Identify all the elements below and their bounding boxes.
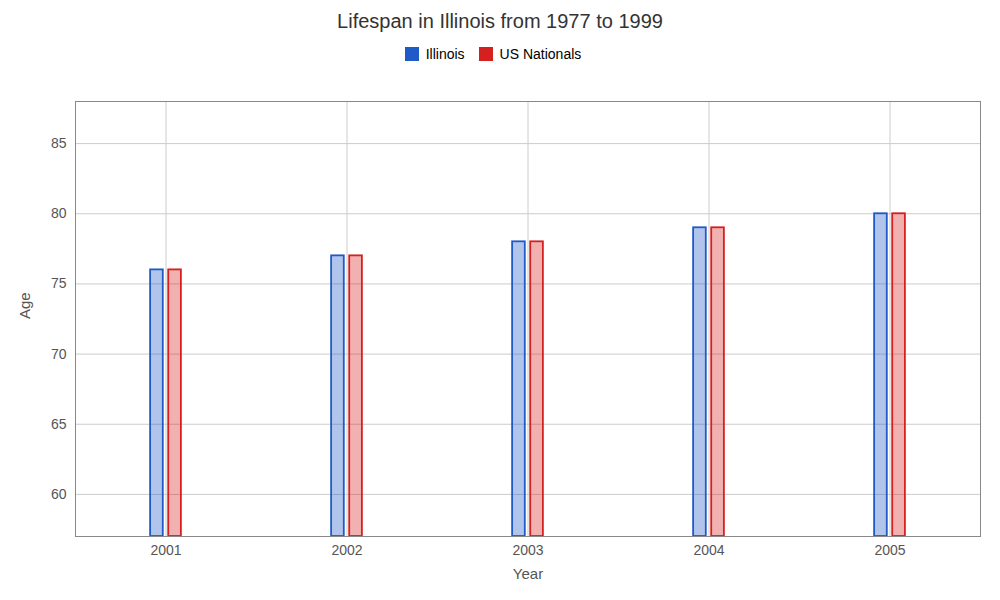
html-text:Lifespan in Illinois from 1977: Lifespan in Illinois from 1977 to 1999 (337, 10, 663, 32)
svg-text:2003: 2003 (512, 542, 543, 558)
svg-text:Year: Year (513, 565, 543, 582)
svg-text:85: 85 (51, 135, 67, 151)
html-text:US Nationals: US Nationals (499, 45, 582, 62)
svg-text:60: 60 (51, 486, 67, 502)
svg-text:70: 70 (51, 346, 67, 362)
svg-text:75: 75 (51, 275, 67, 291)
html-text:Illinois: Illinois (425, 45, 465, 62)
svg-text:65: 65 (51, 416, 67, 432)
svg-text:2002: 2002 (331, 542, 362, 558)
svg-text:2001: 2001 (150, 542, 181, 558)
svg-text:Age: Age (16, 292, 33, 319)
svg-text:80: 80 (51, 205, 67, 221)
svg-text:2004: 2004 (693, 542, 724, 558)
svg-text:2005: 2005 (874, 542, 905, 558)
